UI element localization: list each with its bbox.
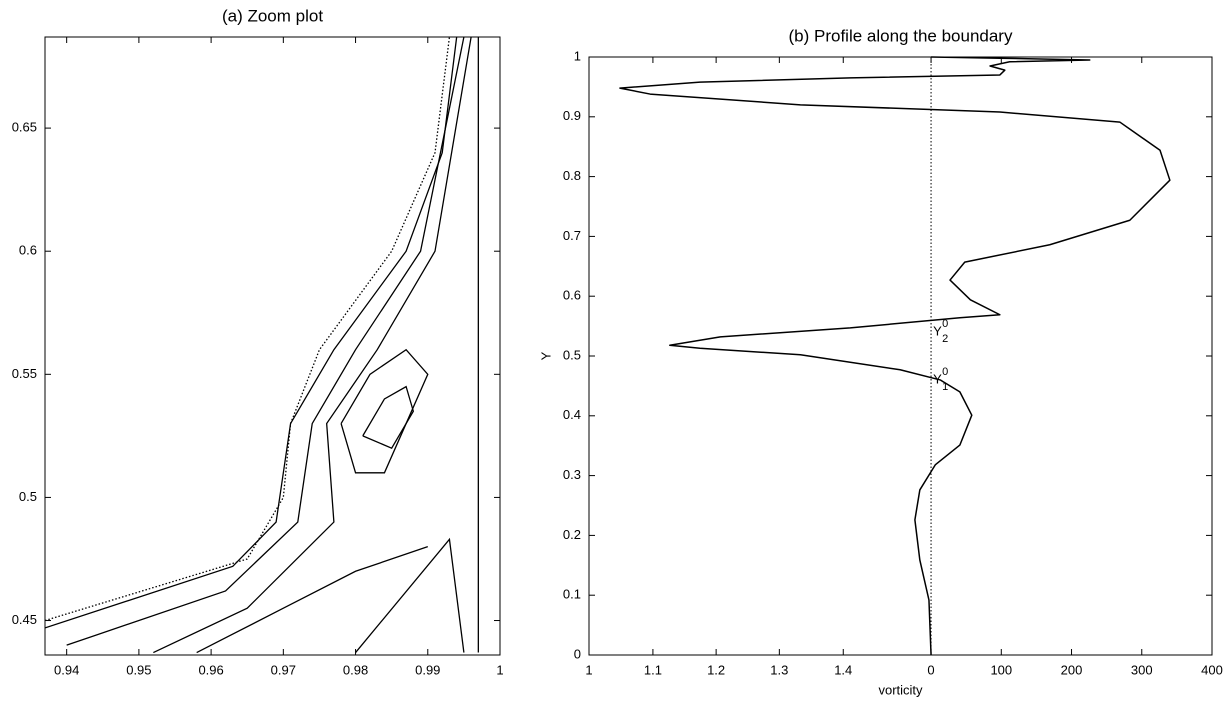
y-tick-label: 0.5: [19, 489, 37, 504]
contour-line: [340, 348, 429, 474]
contour-line: [45, 37, 458, 629]
x-tick-label: 1.1: [644, 662, 662, 677]
x-tick-label: 100: [990, 662, 1012, 677]
contour-line: [362, 385, 415, 450]
x-tick-label: 1.2: [707, 662, 725, 677]
annotation: Y: [933, 371, 942, 386]
annotation-sub: 1: [942, 381, 948, 393]
x-tick-label: 0.98: [343, 662, 368, 677]
x-tick-label: 0.97: [271, 662, 296, 677]
y-tick-label: 0.2: [563, 527, 581, 542]
y-tick-label: 0.4: [563, 407, 581, 422]
contour-line: [153, 37, 472, 654]
chart-title: (b) Profile along the boundary: [789, 26, 1013, 45]
y-tick-label: 0.6: [19, 243, 37, 258]
y-tick-label: 0.45: [12, 612, 37, 627]
plot-frame: [44, 36, 501, 656]
x-tick-label: 0.95: [126, 662, 151, 677]
x-tick-label: 300: [1131, 662, 1153, 677]
profile-line: [619, 56, 1171, 656]
y-tick-label: 1: [574, 48, 581, 63]
annotation: Y: [933, 324, 942, 339]
x-tick-label: 0.99: [415, 662, 440, 677]
y-axis-label: Y: [538, 351, 553, 360]
contour-line: [196, 546, 428, 654]
y-tick-label: 0.3: [563, 467, 581, 482]
contour-line: [66, 37, 465, 646]
x-tick-label: 1.3: [770, 662, 788, 677]
contour-line: [355, 537, 465, 653]
y-tick-label: 0.1: [563, 587, 581, 602]
x-tick-label: 400: [1201, 662, 1223, 677]
y-tick-label: 0.9: [563, 108, 581, 123]
x-tick-label: 0.96: [198, 662, 223, 677]
annotation-sub: 2: [942, 333, 948, 345]
x-axis-label: vorticity: [878, 682, 923, 697]
y-tick-label: 0.7: [563, 228, 581, 243]
chart-title: (a) Zoom plot: [222, 6, 323, 25]
y-tick-label: 0: [574, 646, 581, 661]
y-tick-label: 0.5: [563, 347, 581, 362]
x-tick-label: 1.4: [834, 662, 852, 677]
y-tick-label: 0.55: [12, 366, 37, 381]
x-tick-label: 0.94: [54, 662, 79, 677]
x-tick-label: 0: [927, 662, 934, 677]
x-tick-label: 1: [496, 662, 503, 677]
annotation-sup: 0: [942, 318, 948, 330]
plot-frame: [588, 56, 1213, 656]
x-tick-label: 1: [585, 662, 592, 677]
annotation-sup: 0: [942, 366, 948, 378]
y-tick-label: 0.6: [563, 288, 581, 303]
contour-line: [45, 37, 451, 622]
x-tick-label: 200: [1061, 662, 1083, 677]
y-tick-label: 0.65: [12, 120, 37, 135]
y-tick-label: 0.8: [563, 168, 581, 183]
